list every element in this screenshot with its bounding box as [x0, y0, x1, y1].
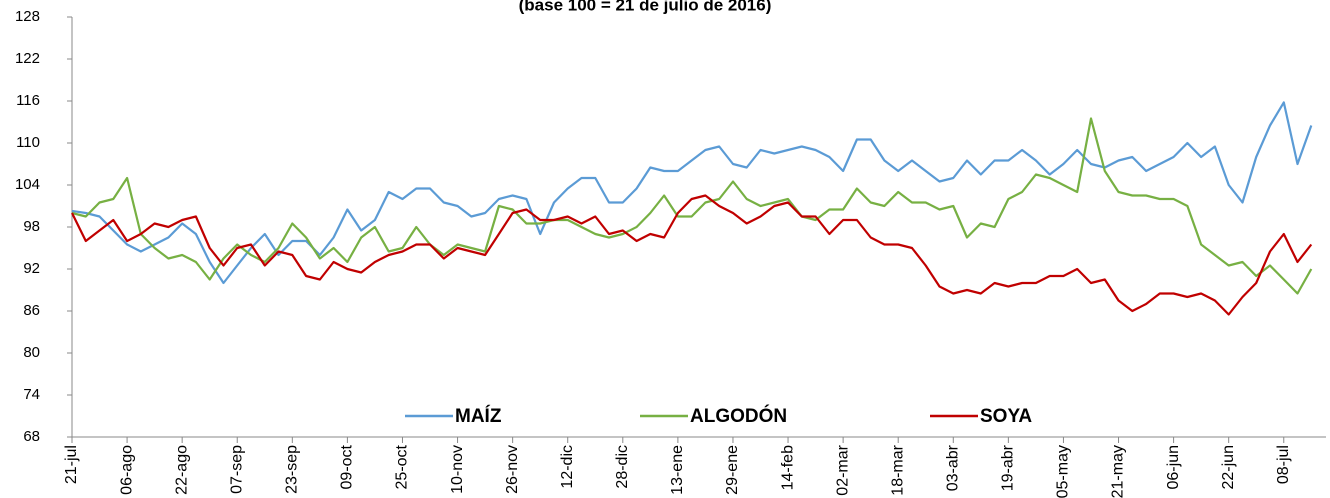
x-tick-label: 02-mar	[834, 444, 851, 495]
x-tick-label: 05-may	[1055, 445, 1072, 498]
y-tick-label: 116	[16, 92, 40, 109]
y-tick-label: 110	[16, 134, 40, 151]
x-tick-label: 28-dic	[614, 445, 631, 489]
x-tick-label: 21-may	[1110, 445, 1127, 498]
x-tick-label: 09-oct	[339, 444, 356, 489]
legend-label: SOYA	[980, 406, 1032, 427]
x-tick-label: 18-mar	[889, 444, 906, 495]
y-tick-label: 80	[23, 344, 40, 361]
x-tick-label: 08-jul	[1275, 445, 1292, 484]
y-tick-label: 92	[23, 260, 40, 277]
x-tick-label: 13-ene	[669, 445, 686, 495]
y-tick-label: 128	[15, 8, 40, 25]
chart-title: (base 100 = 21 de julio de 2016)	[519, 0, 772, 14]
x-tick-label: 23-sep	[284, 445, 301, 494]
x-tick-label: 26-nov	[504, 445, 521, 494]
x-tick-label: 03-abr	[944, 444, 961, 491]
x-tick-label: 22-jun	[1220, 445, 1237, 489]
x-tick-label: 12-dic	[559, 445, 576, 489]
x-tick-label: 21-jul	[63, 445, 80, 484]
y-tick-label: 122	[15, 50, 40, 67]
legend-label: MAÍZ	[455, 405, 502, 427]
x-tick-label: 19-abr	[1000, 444, 1017, 491]
x-tick-label: 22-ago	[173, 445, 190, 495]
x-tick-label: 25-oct	[394, 444, 411, 489]
legend-label: ALGODÓN	[690, 405, 787, 427]
y-tick-label: 86	[23, 302, 40, 319]
y-tick-label: 104	[15, 176, 40, 193]
x-tick-label: 07-sep	[228, 445, 245, 494]
series-line	[71, 117, 1313, 295]
y-tick-label: 74	[23, 386, 40, 403]
x-tick-label: 10-nov	[449, 445, 466, 494]
x-tick-label: 06-jun	[1165, 445, 1182, 489]
y-tick-label: 98	[23, 218, 40, 235]
y-tick-label: 68	[23, 428, 40, 445]
x-tick-label: 29-ene	[724, 445, 741, 495]
series-line	[71, 194, 1313, 316]
x-tick-label: 06-ago	[118, 445, 135, 495]
x-tick-label: 14-feb	[779, 445, 796, 490]
